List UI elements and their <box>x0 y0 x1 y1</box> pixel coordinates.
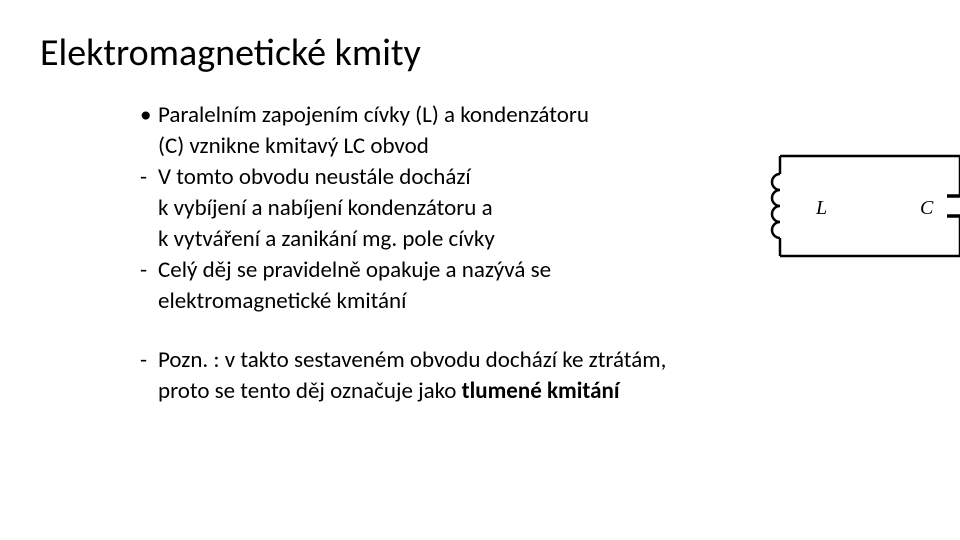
text-line: Paralelním zapojením cívky (L) a kondenz… <box>158 100 920 131</box>
text-span: proto se tento děj označuje jako <box>158 377 462 405</box>
svg-text:C: C <box>920 197 934 219</box>
dash-item-3: - Pozn. : v takto sestaveném obvodu doch… <box>140 345 920 407</box>
dash-marker: - <box>140 162 158 193</box>
bullet-marker: • <box>140 100 158 131</box>
bold-term: tlumené kmitání <box>462 377 620 405</box>
dash-marker: - <box>140 345 158 376</box>
text-line: proto se tento děj označuje jako tlumené… <box>158 376 920 407</box>
dash-body: Pozn. : v takto sestaveném obvodu docház… <box>158 345 920 407</box>
text-line: elektromagnetické kmitání <box>158 286 920 317</box>
content-area: • Paralelním zapojením cívky (L) a konde… <box>140 100 920 407</box>
page-title: Elektromagnetické kmity <box>40 30 920 76</box>
dash-marker: - <box>140 255 158 286</box>
lc-circuit-diagram: LC <box>760 146 960 276</box>
block-2: - Pozn. : v takto sestaveném obvodu doch… <box>140 345 920 407</box>
text-line: Pozn. : v takto sestaveném obvodu docház… <box>158 345 920 376</box>
svg-text:L: L <box>815 197 827 219</box>
